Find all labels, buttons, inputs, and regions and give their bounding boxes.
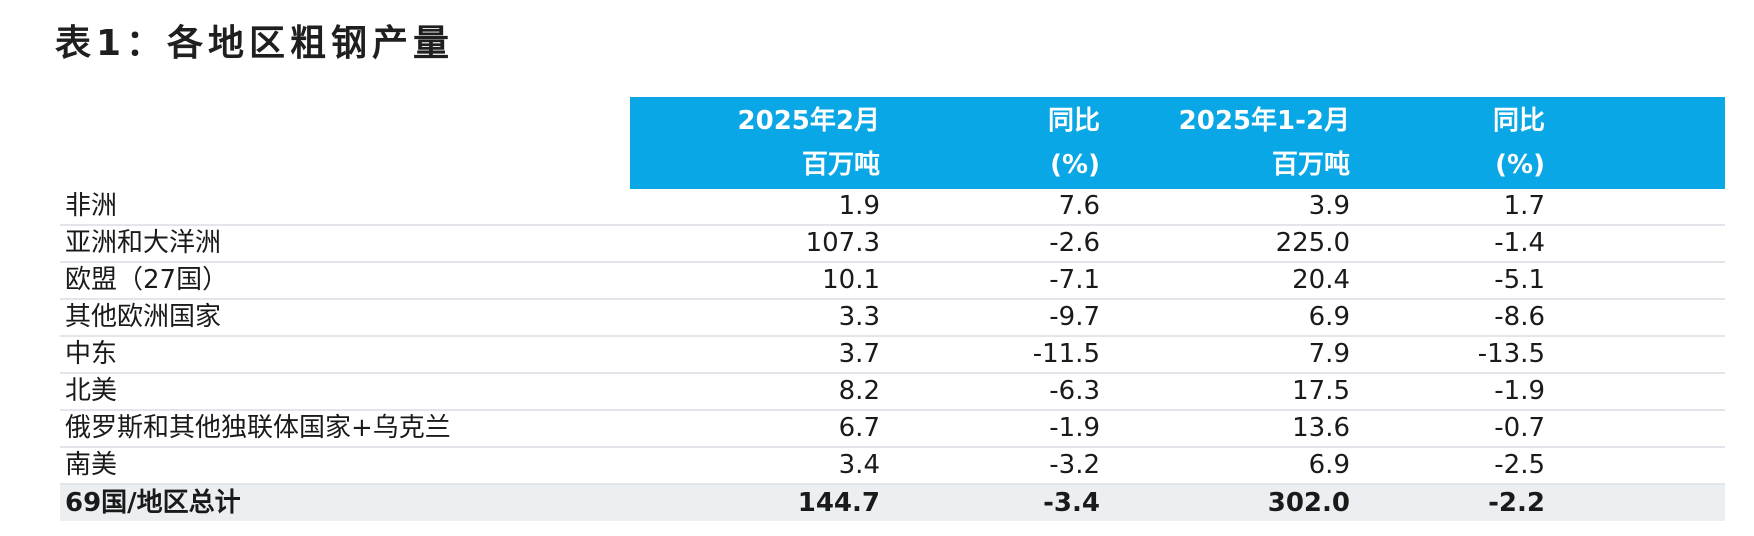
- row-label: 亚洲和大洋洲: [65, 228, 222, 258]
- table-row: 欧盟（27国） 10.1 -7.1 20.4 -5.1: [60, 263, 1725, 300]
- cell-feb-yoy: -2.6: [1049, 228, 1100, 258]
- cell-janfeb: 17.5: [1292, 376, 1350, 406]
- row-label: 俄罗斯和其他独联体国家+乌克兰: [65, 413, 451, 443]
- table-header: 2025年2月 百万吨 同比 (%) 2025年1-2月 百万吨 同比 (%): [60, 97, 1725, 189]
- row-label: 南美: [65, 450, 118, 480]
- cell-janfeb: 6.9: [1308, 450, 1350, 480]
- header-feb-production-unit: 百万吨: [801, 150, 880, 180]
- header-band: [630, 97, 1725, 189]
- cell-feb: 6.7: [838, 413, 880, 443]
- row-label: 欧盟（27国）: [65, 265, 229, 295]
- cell-feb-yoy: -7.1: [1049, 265, 1100, 295]
- table-row: 俄罗斯和其他独联体国家+乌克兰 6.7 -1.9 13.6 -0.7: [60, 411, 1725, 448]
- cell-janfeb: 6.9: [1308, 302, 1350, 332]
- cell-feb-yoy: -3.2: [1049, 450, 1100, 480]
- steel-production-table: 2025年2月 百万吨 同比 (%) 2025年1-2月 百万吨 同比 (%) …: [60, 97, 1725, 521]
- row-label: 其他欧洲国家: [65, 302, 222, 332]
- table-row: 其他欧洲国家 3.3 -9.7 6.9 -8.6: [60, 300, 1725, 337]
- table-row: 南美 3.4 -3.2 6.9 -2.5: [60, 448, 1725, 485]
- cell-feb-yoy: -9.7: [1049, 302, 1100, 332]
- row-label: 中东: [65, 339, 118, 369]
- row-label: 北美: [65, 376, 118, 406]
- cell-janfeb-yoy: -13.5: [1477, 339, 1545, 369]
- header-feb-production: 2025年2月 百万吨: [738, 99, 880, 191]
- cell-janfeb: 3.9: [1308, 191, 1350, 221]
- total-janfeb-yoy: -2.2: [1488, 488, 1545, 518]
- cell-janfeb: 7.9: [1308, 339, 1350, 369]
- table-row: 非洲 1.9 7.6 3.9 1.7: [60, 189, 1725, 226]
- cell-feb: 3.4: [838, 450, 880, 480]
- cell-feb-yoy: -6.3: [1049, 376, 1100, 406]
- cell-feb-yoy: 7.6: [1058, 191, 1100, 221]
- total-label: 69国/地区总计: [65, 488, 241, 518]
- table-title: 表1：各地区粗钢产量: [55, 23, 455, 64]
- cell-janfeb-yoy: 1.7: [1503, 191, 1545, 221]
- cell-janfeb-yoy: -1.4: [1494, 228, 1545, 258]
- cell-feb: 8.2: [838, 376, 880, 406]
- cell-janfeb-yoy: -8.6: [1494, 302, 1545, 332]
- cell-feb: 3.3: [838, 302, 880, 332]
- cell-janfeb: 13.6: [1292, 413, 1350, 443]
- total-row: 69国/地区总计 144.7 -3.4 302.0 -2.2: [60, 485, 1725, 521]
- cell-janfeb-yoy: -2.5: [1494, 450, 1545, 480]
- cell-feb: 107.3: [805, 228, 880, 258]
- table-row: 中东 3.7 -11.5 7.9 -13.5: [60, 337, 1725, 374]
- table-row: 亚洲和大洋洲 107.3 -2.6 225.0 -1.4: [60, 226, 1725, 263]
- total-feb-yoy: -3.4: [1043, 488, 1100, 518]
- total-feb: 144.7: [797, 488, 880, 518]
- cell-feb: 10.1: [822, 265, 880, 295]
- cell-janfeb: 225.0: [1275, 228, 1350, 258]
- header-feb-yoy: 同比 (%): [1048, 99, 1100, 191]
- cell-feb-yoy: -1.9: [1049, 413, 1100, 443]
- header-janfeb-production-line1: 2025年1-2月: [1178, 106, 1350, 136]
- header-janfeb-production-unit: 百万吨: [1271, 150, 1350, 180]
- cell-janfeb-yoy: -1.9: [1494, 376, 1545, 406]
- header-janfeb-yoy-line1: 同比: [1492, 106, 1545, 136]
- header-janfeb-yoy-unit: (%): [1495, 150, 1545, 180]
- row-label: 非洲: [65, 191, 118, 221]
- header-feb-yoy-unit: (%): [1050, 150, 1100, 180]
- cell-feb-yoy: -11.5: [1032, 339, 1100, 369]
- cell-feb: 3.7: [838, 339, 880, 369]
- cell-janfeb-yoy: -0.7: [1494, 413, 1545, 443]
- cell-janfeb-yoy: -5.1: [1494, 265, 1545, 295]
- header-janfeb-yoy: 同比 (%): [1493, 99, 1545, 191]
- cell-janfeb: 20.4: [1292, 265, 1350, 295]
- header-janfeb-production: 2025年1-2月 百万吨: [1179, 99, 1350, 191]
- header-feb-yoy-line1: 同比: [1047, 106, 1100, 136]
- header-feb-production-line1: 2025年2月: [737, 106, 880, 136]
- table-row: 北美 8.2 -6.3 17.5 -1.9: [60, 374, 1725, 411]
- cell-feb: 1.9: [838, 191, 880, 221]
- total-janfeb: 302.0: [1267, 488, 1350, 518]
